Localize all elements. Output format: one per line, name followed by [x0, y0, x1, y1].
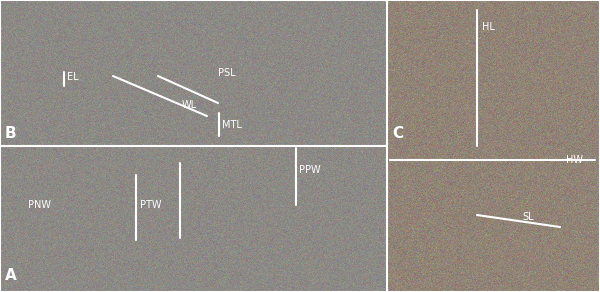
- Text: PSL: PSL: [218, 68, 236, 78]
- Text: SL: SL: [522, 212, 533, 222]
- Text: C: C: [392, 126, 403, 141]
- Text: EL: EL: [67, 72, 79, 82]
- Text: PNW: PNW: [28, 200, 51, 210]
- Text: PTW: PTW: [140, 200, 161, 210]
- Text: A: A: [5, 268, 17, 283]
- Text: HW: HW: [566, 155, 583, 165]
- Text: WL: WL: [182, 100, 197, 110]
- Text: PPW: PPW: [299, 165, 320, 175]
- Text: MTL: MTL: [222, 120, 242, 130]
- Text: B: B: [5, 126, 17, 141]
- Text: HL: HL: [482, 22, 495, 32]
